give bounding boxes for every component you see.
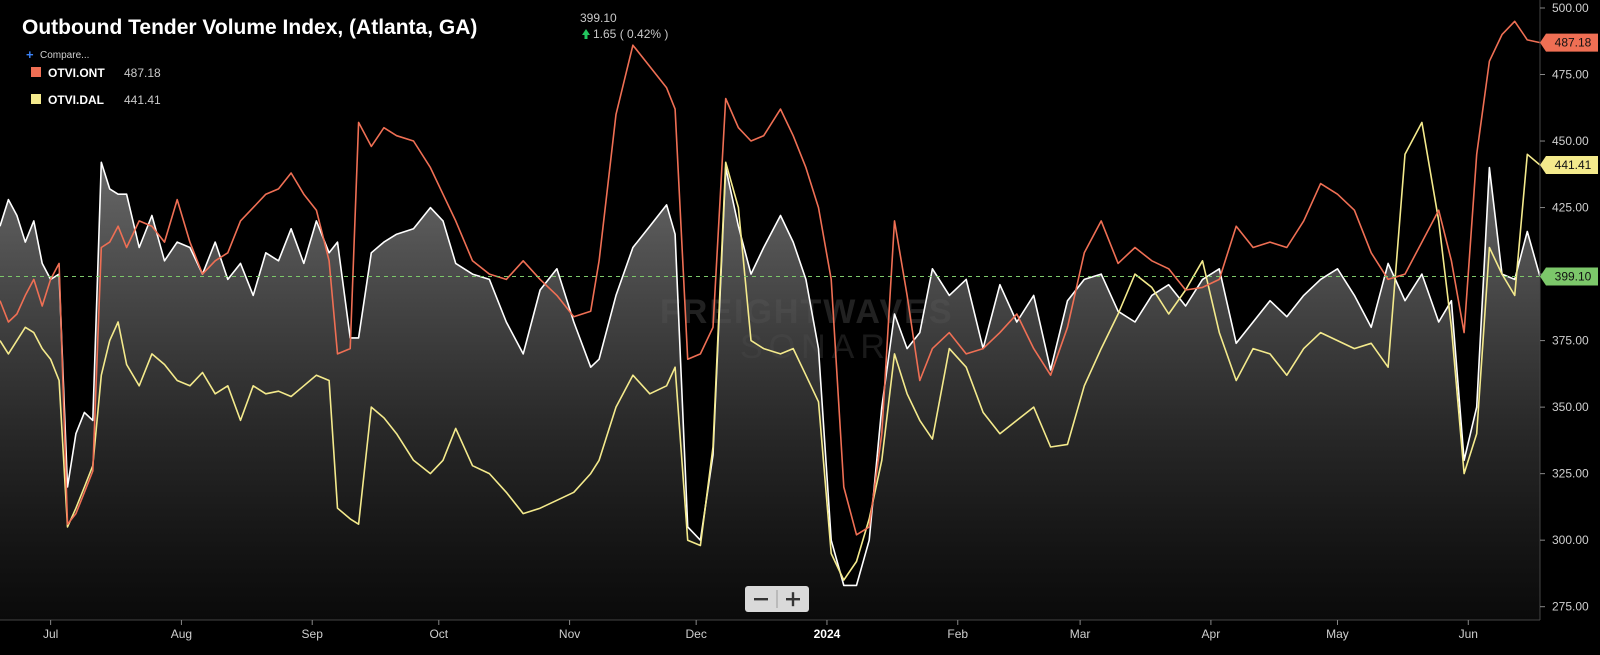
series-line-otvi-ont — [0, 20, 1541, 536]
last-value: 399.10 — [580, 11, 617, 25]
y-tick-label: 450.00 — [1552, 134, 1589, 148]
x-tick-label: 2024 — [814, 627, 841, 641]
last-value-tag-otvi-dal: 441.41 — [1555, 158, 1592, 172]
change-indicator: 1.65 ( 0.42% ) — [582, 27, 668, 41]
y-tick-label: 275.00 — [1552, 600, 1589, 614]
y-tick-label: 325.00 — [1552, 467, 1589, 481]
y-tick-label: 425.00 — [1552, 201, 1589, 215]
zoom-in-button[interactable] — [777, 586, 809, 612]
y-tick-label: 475.00 — [1552, 68, 1589, 82]
compare-button[interactable]: + Compare... — [26, 47, 89, 62]
x-tick-label: Mar — [1070, 627, 1091, 641]
x-tick-label: Feb — [947, 627, 968, 641]
series-line-otvi-atl — [0, 161, 1541, 587]
y-tick-label: 300.00 — [1552, 533, 1589, 547]
x-tick-label: Jul — [43, 627, 58, 641]
zoom-out-button[interactable] — [745, 586, 777, 612]
reference-value-tag-bg — [1540, 267, 1598, 286]
legend-series-value: 441.41 — [124, 93, 161, 107]
legend: OTVI.ONT 487.18 OTVI.DAL 441.41 — [31, 66, 161, 107]
last-value-tag-otvi-dal-bg — [1540, 155, 1598, 174]
x-tick-label: Nov — [559, 627, 580, 641]
y-tick-label: 350.00 — [1552, 400, 1589, 414]
chart-title: Outbound Tender Volume Index, (Atlanta, … — [22, 16, 477, 39]
legend-series-value: 487.18 — [124, 66, 161, 80]
minus-icon — [754, 598, 768, 601]
legend-series-name[interactable]: OTVI.DAL — [48, 93, 104, 107]
y-tick-label: 500.00 — [1552, 1, 1589, 15]
change-value: 1.65 ( 0.42% ) — [593, 27, 668, 41]
x-tick-label: Aug — [171, 627, 192, 641]
legend-swatch — [31, 67, 41, 77]
x-tick-label: Apr — [1202, 627, 1221, 641]
zoom-controls — [745, 586, 809, 612]
plus-icon: + — [26, 47, 34, 62]
last-value-tag-otvi-ont: 487.18 — [1555, 36, 1592, 50]
plus-icon-v — [791, 592, 795, 607]
compare-label: Compare... — [40, 50, 89, 61]
series-line-otvi-dal — [0, 121, 1541, 581]
x-axis: Jul Aug Sep Oct Nov Dec 2024 Feb Mar Apr May Jun — [43, 620, 1478, 641]
y-tick-label: 375.00 — [1552, 334, 1589, 348]
legend-series-name[interactable]: OTVI.ONT — [48, 66, 105, 80]
x-tick-label: Jun — [1459, 627, 1478, 641]
value-tags: 487.18 441.41 399.10 — [1540, 33, 1598, 286]
x-tick-label: Oct — [429, 627, 448, 641]
series-layer — [0, 20, 1541, 587]
last-value-tag-otvi-ont-bg — [1540, 33, 1598, 52]
up-arrow-icon — [582, 29, 590, 39]
reference-value-tag: 399.10 — [1555, 269, 1592, 283]
x-tick-label: Sep — [302, 627, 324, 641]
legend-swatch — [31, 94, 41, 104]
x-tick-label: May — [1326, 627, 1349, 641]
x-tick-label: Dec — [685, 627, 706, 641]
